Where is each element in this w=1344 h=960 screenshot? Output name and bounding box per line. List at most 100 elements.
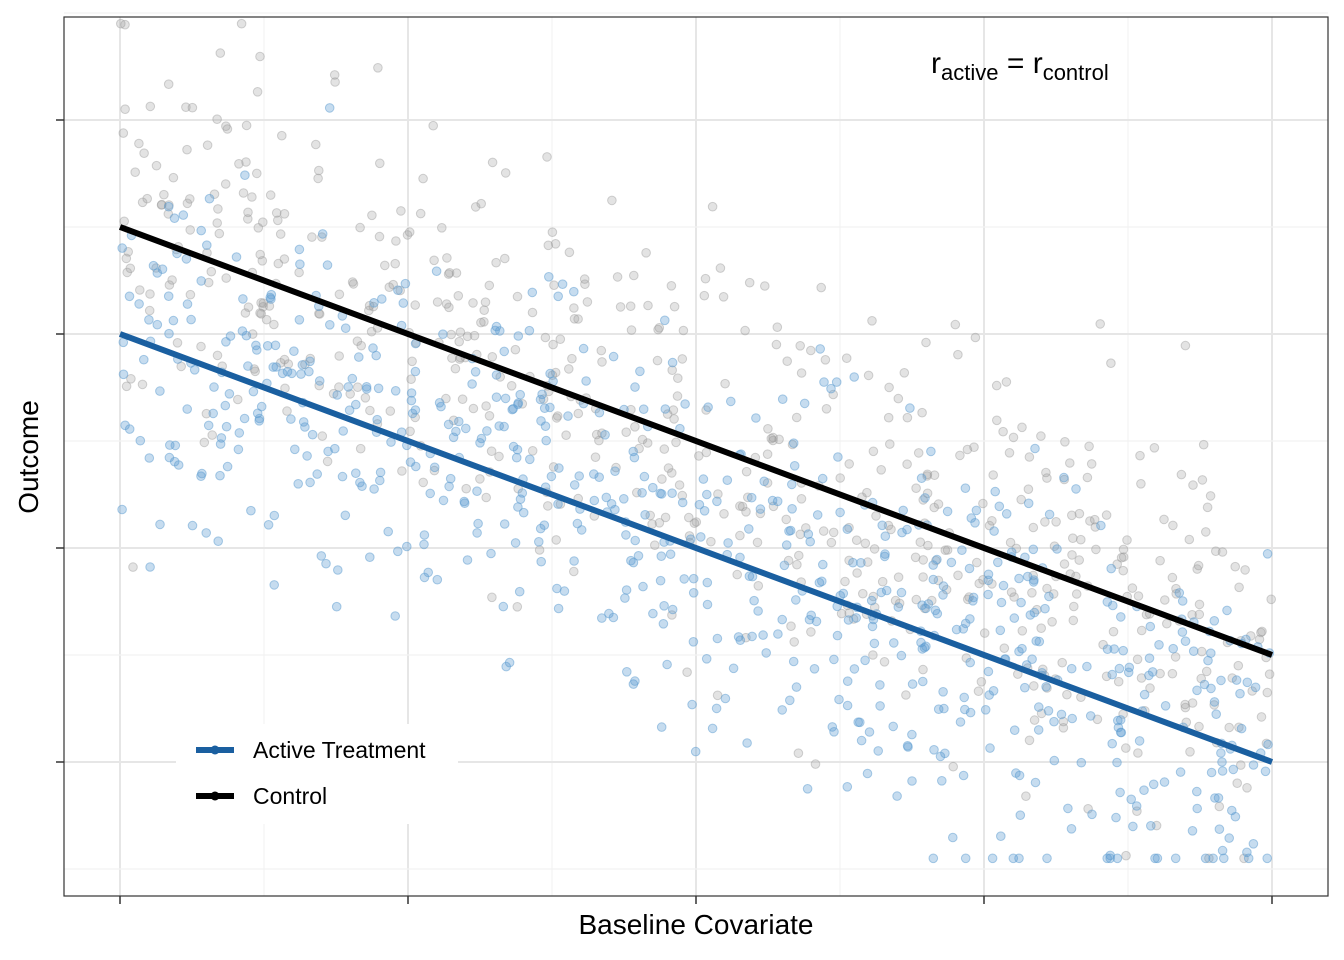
data-point (506, 381, 517, 391)
legend-background (176, 724, 458, 824)
data-point (1177, 596, 1188, 606)
data-point (297, 360, 308, 370)
data-point (206, 266, 217, 277)
data-point (768, 432, 778, 443)
data-point (1231, 675, 1242, 685)
data-point (990, 486, 1001, 497)
data-point (137, 379, 148, 390)
data-point (788, 438, 799, 449)
data-point (1044, 591, 1054, 602)
data-point (630, 676, 640, 686)
data-point (953, 570, 963, 581)
data-point (453, 291, 464, 301)
data-point (843, 615, 854, 625)
data-point (902, 741, 913, 751)
data-point (298, 417, 309, 427)
data-point (960, 483, 971, 494)
data-point (536, 416, 546, 426)
data-point (919, 642, 930, 653)
r-equality-annotation: ractive = rcontrol (931, 47, 1109, 85)
data-point (744, 277, 755, 288)
data-point (1132, 806, 1142, 817)
data-point (747, 571, 758, 582)
data-point (1234, 582, 1244, 593)
data-point (985, 743, 995, 753)
data-point (459, 498, 470, 509)
data-point (640, 510, 650, 520)
data-point (1160, 701, 1171, 711)
data-point (647, 519, 657, 529)
data-point (826, 537, 837, 548)
data-point (1047, 617, 1057, 627)
data-point (361, 384, 372, 394)
data-point (688, 637, 699, 647)
data-point (1058, 716, 1069, 727)
data-point (273, 258, 284, 269)
data-point (718, 292, 729, 302)
data-point (355, 443, 366, 454)
data-point (829, 727, 839, 737)
data-point (324, 103, 335, 113)
data-point (706, 536, 716, 547)
x-axis-title: Baseline Covariate (578, 909, 813, 940)
data-point (1209, 700, 1219, 710)
data-point (564, 247, 575, 258)
data-point (950, 319, 961, 330)
data-point (391, 236, 401, 246)
data-point (841, 353, 852, 364)
data-point (818, 526, 829, 536)
data-point (979, 628, 990, 638)
data-point (1205, 491, 1216, 501)
data-point (332, 390, 343, 400)
data-point (793, 748, 804, 759)
data-point (354, 352, 364, 362)
data-point (625, 301, 636, 312)
data-point (295, 259, 305, 270)
data-point (517, 488, 528, 498)
data-point (266, 294, 276, 304)
data-point (690, 746, 701, 757)
data-point (715, 263, 726, 273)
data-point (677, 354, 688, 364)
data-point (1246, 631, 1256, 641)
data-point (222, 124, 233, 134)
data-point (816, 282, 827, 293)
data-point (1065, 458, 1075, 468)
data-point (969, 442, 979, 453)
data-point (869, 638, 880, 649)
data-point (881, 585, 892, 596)
data-point (543, 240, 554, 251)
data-point (918, 555, 929, 565)
data-point (753, 581, 764, 591)
data-point (1167, 668, 1178, 679)
data-point (333, 565, 343, 575)
data-point (703, 402, 713, 413)
data-point (1015, 810, 1026, 821)
data-point (733, 632, 744, 642)
data-point (746, 492, 757, 503)
data-point (117, 243, 127, 253)
data-point (1082, 661, 1092, 672)
data-point (820, 355, 831, 365)
data-point (243, 207, 253, 218)
data-point (862, 768, 873, 779)
data-point (221, 121, 231, 131)
data-point (1230, 811, 1241, 822)
data-point (1071, 589, 1082, 599)
data-point (893, 602, 904, 612)
data-point (853, 717, 864, 728)
data-point (867, 316, 877, 326)
data-point (1076, 757, 1087, 768)
data-point (968, 596, 978, 606)
data-point (402, 541, 412, 552)
data-point (629, 270, 639, 281)
data-point (1048, 589, 1059, 599)
data-point (621, 585, 632, 595)
data-point (1262, 853, 1272, 864)
data-point (849, 664, 860, 674)
data-point (886, 524, 896, 535)
data-point (654, 323, 665, 333)
data-point (222, 461, 233, 472)
data-point (720, 693, 731, 704)
data-point (1148, 779, 1159, 790)
